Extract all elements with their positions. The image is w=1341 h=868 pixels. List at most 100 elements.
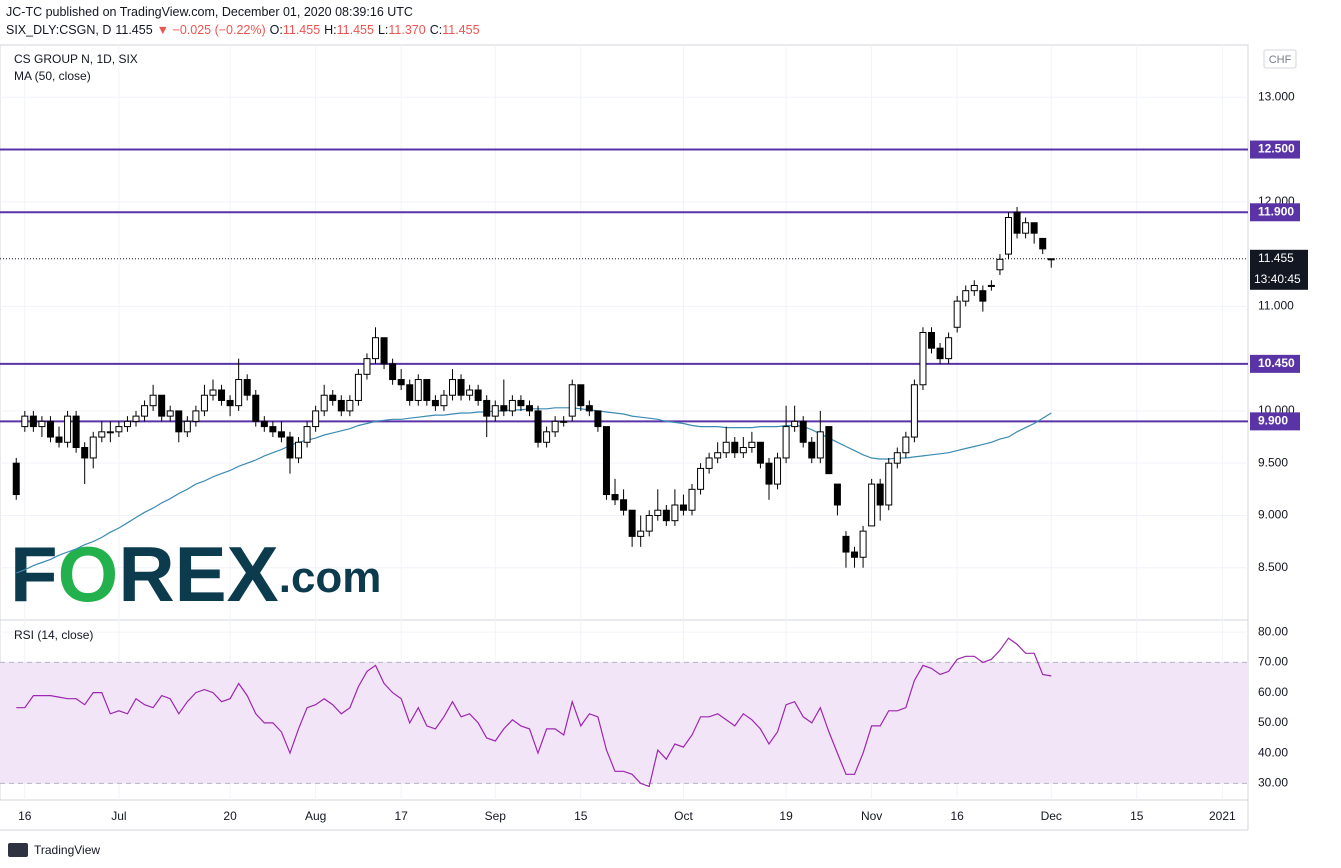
candle-body <box>833 483 841 506</box>
candle-body <box>474 389 482 401</box>
candle-body <box>970 284 978 292</box>
candle-body <box>149 394 157 407</box>
rsi-tick-label: 70.00 <box>1258 655 1288 669</box>
candle-body <box>885 462 893 506</box>
quote-line: SIX_DLY:CSGN, D 11.455 ▼ −0.025 (−0.22%) O:… <box>6 21 488 39</box>
candle-body <box>893 452 901 464</box>
x-tick-label: Nov <box>861 809 882 823</box>
candle-body <box>448 379 456 396</box>
chart-title: CS GROUP N, 1D, SIX <box>14 52 138 66</box>
candle-body <box>406 384 414 401</box>
ohlc: O:11.455 H:11.455 L:11.370 C:11.455 <box>270 23 484 37</box>
change: ▼ −0.025 (−0.22%) <box>156 23 266 37</box>
candle-body <box>141 405 149 417</box>
rsi-tick-label: 40.00 <box>1258 745 1288 759</box>
candle-body <box>594 410 602 428</box>
candle-body <box>560 420 568 423</box>
candle-body <box>1022 222 1030 234</box>
x-tick-label: 17 <box>394 809 408 823</box>
candle-body <box>260 420 268 428</box>
ohlc-value: 11.455 <box>336 23 374 37</box>
candle-body <box>277 431 285 438</box>
candle-body <box>64 415 72 443</box>
x-tick-label: 19 <box>779 809 793 823</box>
candle-body <box>457 379 465 396</box>
candle-body <box>585 405 593 412</box>
candle-body <box>440 394 448 407</box>
candle-body <box>962 290 970 302</box>
candle-body <box>765 462 773 485</box>
x-tick-label: 16 <box>950 809 964 823</box>
y-tick-label: 9.000 <box>1258 508 1288 522</box>
logo: FOREX.com <box>10 530 381 618</box>
candle-body <box>158 394 166 417</box>
candle-body <box>953 300 961 328</box>
candle-body <box>996 258 1004 271</box>
candle-body <box>697 467 705 490</box>
candle-body <box>218 389 226 401</box>
rsi-legend: RSI (14, close) <box>14 628 93 642</box>
last: 11.455 <box>115 23 153 37</box>
footer: TradingView <box>34 843 100 857</box>
candle-body <box>414 379 422 401</box>
candle-body <box>286 436 294 459</box>
candle-body <box>243 379 251 396</box>
candle-body <box>842 535 850 553</box>
candle-body <box>645 514 653 532</box>
candle-body <box>936 347 944 360</box>
candle-body <box>1047 258 1055 261</box>
ohlc-label: C: <box>429 23 443 37</box>
candle-body <box>397 379 405 386</box>
level-box <box>1250 203 1300 222</box>
candle-body <box>431 399 439 407</box>
candle-body <box>688 488 696 511</box>
candle-body <box>1013 211 1021 234</box>
rsi-band <box>0 662 1248 784</box>
candle-body <box>945 337 953 360</box>
x-tick-label: 15 <box>1130 809 1144 823</box>
x-tick-label: Dec <box>1041 809 1062 823</box>
y-tick-label: 8.500 <box>1258 560 1288 574</box>
candle-body <box>620 499 628 511</box>
candle-body <box>106 431 114 434</box>
candle-body <box>662 509 670 522</box>
candle-body <box>517 399 525 407</box>
candle-body <box>782 426 790 459</box>
logo-part: REX <box>118 530 278 618</box>
level-label: 12.500 <box>1258 142 1295 156</box>
candle-body <box>303 426 311 443</box>
candle-body <box>910 384 918 438</box>
candle-body <box>679 504 687 511</box>
candle-body <box>799 420 807 443</box>
candle-body <box>756 441 764 464</box>
logo-part: F <box>10 530 58 618</box>
candle-body <box>816 431 824 459</box>
currency: CHF <box>1269 54 1292 66</box>
candle-body <box>722 441 730 454</box>
x-tick-label: 2021 <box>1209 809 1236 823</box>
header: JC-TC published on TradingView.com, Dece… <box>6 3 488 39</box>
rsi-tick-label: 60.00 <box>1258 685 1288 699</box>
candle-body <box>876 483 884 506</box>
candle-body <box>115 426 123 433</box>
candle-body <box>354 373 362 401</box>
candle-body <box>919 332 927 386</box>
ohlc-label: L: <box>377 23 389 37</box>
candle-body <box>346 399 354 412</box>
currency-box[interactable] <box>1263 49 1297 69</box>
candle-body <box>491 405 499 417</box>
candle-body <box>1030 222 1038 234</box>
candle-body <box>808 441 816 459</box>
candle-body <box>175 410 183 433</box>
candle-body <box>166 410 174 417</box>
y-tick-label: 11.000 <box>1258 299 1294 313</box>
candle-body <box>337 399 345 412</box>
candle-body <box>72 415 80 448</box>
candle-body <box>825 426 833 475</box>
candle-body <box>312 410 320 428</box>
candle-body <box>269 426 277 433</box>
publisher: JC-TC published on TradingView.com, Dece… <box>6 5 413 19</box>
level-label: 10.450 <box>1258 356 1295 370</box>
x-tick-label: Jul <box>111 809 126 823</box>
ohlc-value: 11.455 <box>442 23 480 37</box>
